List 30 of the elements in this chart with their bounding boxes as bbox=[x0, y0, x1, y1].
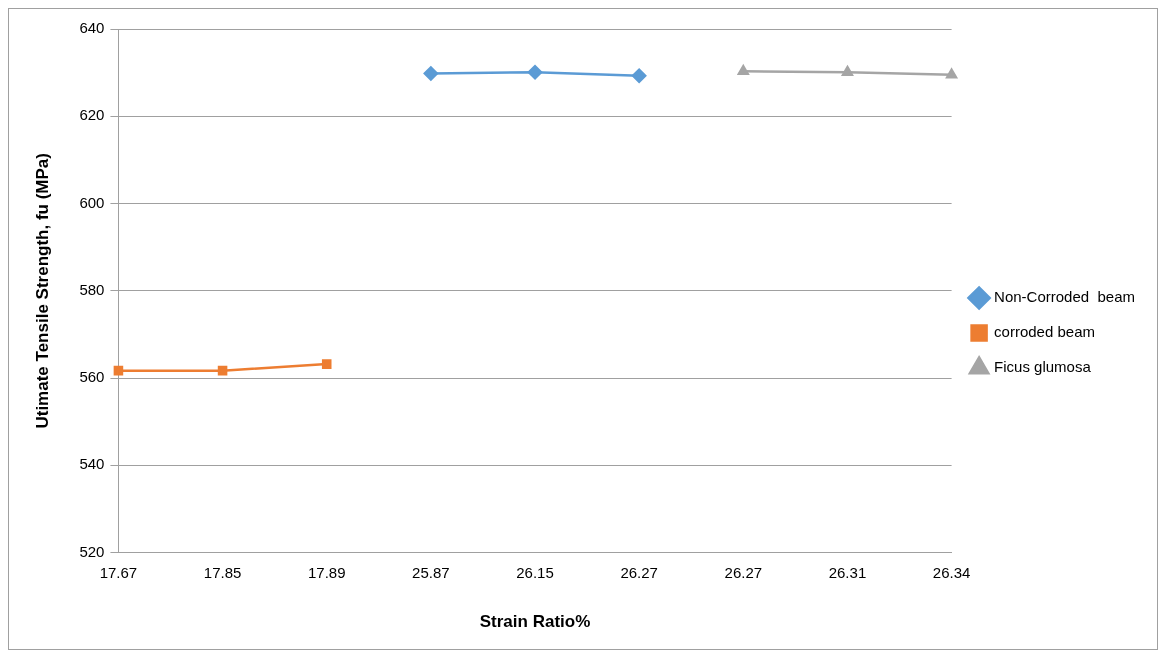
legend-label: Non-Corroded beam bbox=[994, 288, 1135, 306]
y-tick-label: 520 bbox=[79, 542, 105, 560]
point bbox=[423, 66, 439, 81]
x-axis-title: Strain Ratio% bbox=[479, 612, 591, 632]
point bbox=[841, 65, 854, 76]
x-tick-label: 17.85 bbox=[203, 563, 242, 581]
x-tick-label: 25.87 bbox=[412, 563, 450, 581]
y-tick-label: 600 bbox=[79, 193, 105, 211]
point bbox=[527, 64, 543, 80]
x-tick-label: 26.34 bbox=[932, 563, 971, 581]
x-tick-label: 17.67 bbox=[99, 563, 138, 581]
point bbox=[217, 365, 228, 376]
y-axis-title: Utimate Tensile Strength, fu (MPa) bbox=[32, 153, 52, 429]
point bbox=[737, 65, 749, 76]
y-tick-label: 560 bbox=[79, 368, 105, 386]
x-tick-label: 26.27 bbox=[724, 563, 763, 581]
x-tick-label: 26.15 bbox=[516, 563, 554, 581]
point bbox=[946, 68, 958, 79]
point bbox=[631, 68, 647, 83]
y-tick-label: 580 bbox=[79, 280, 105, 298]
x-tick-label: 26.27 bbox=[620, 563, 658, 581]
y-tick-label: 540 bbox=[79, 455, 105, 473]
legend-label: Ficus glumosa bbox=[994, 358, 1092, 376]
y-tick-label: 620 bbox=[79, 106, 105, 124]
x-tick-label: 17.89 bbox=[307, 563, 346, 581]
y-tick-label: 640 bbox=[79, 19, 105, 37]
point bbox=[113, 365, 124, 376]
point bbox=[321, 359, 332, 369]
legend-label: corroded beam bbox=[994, 323, 1095, 341]
x-tick-label: 26.31 bbox=[828, 563, 867, 581]
